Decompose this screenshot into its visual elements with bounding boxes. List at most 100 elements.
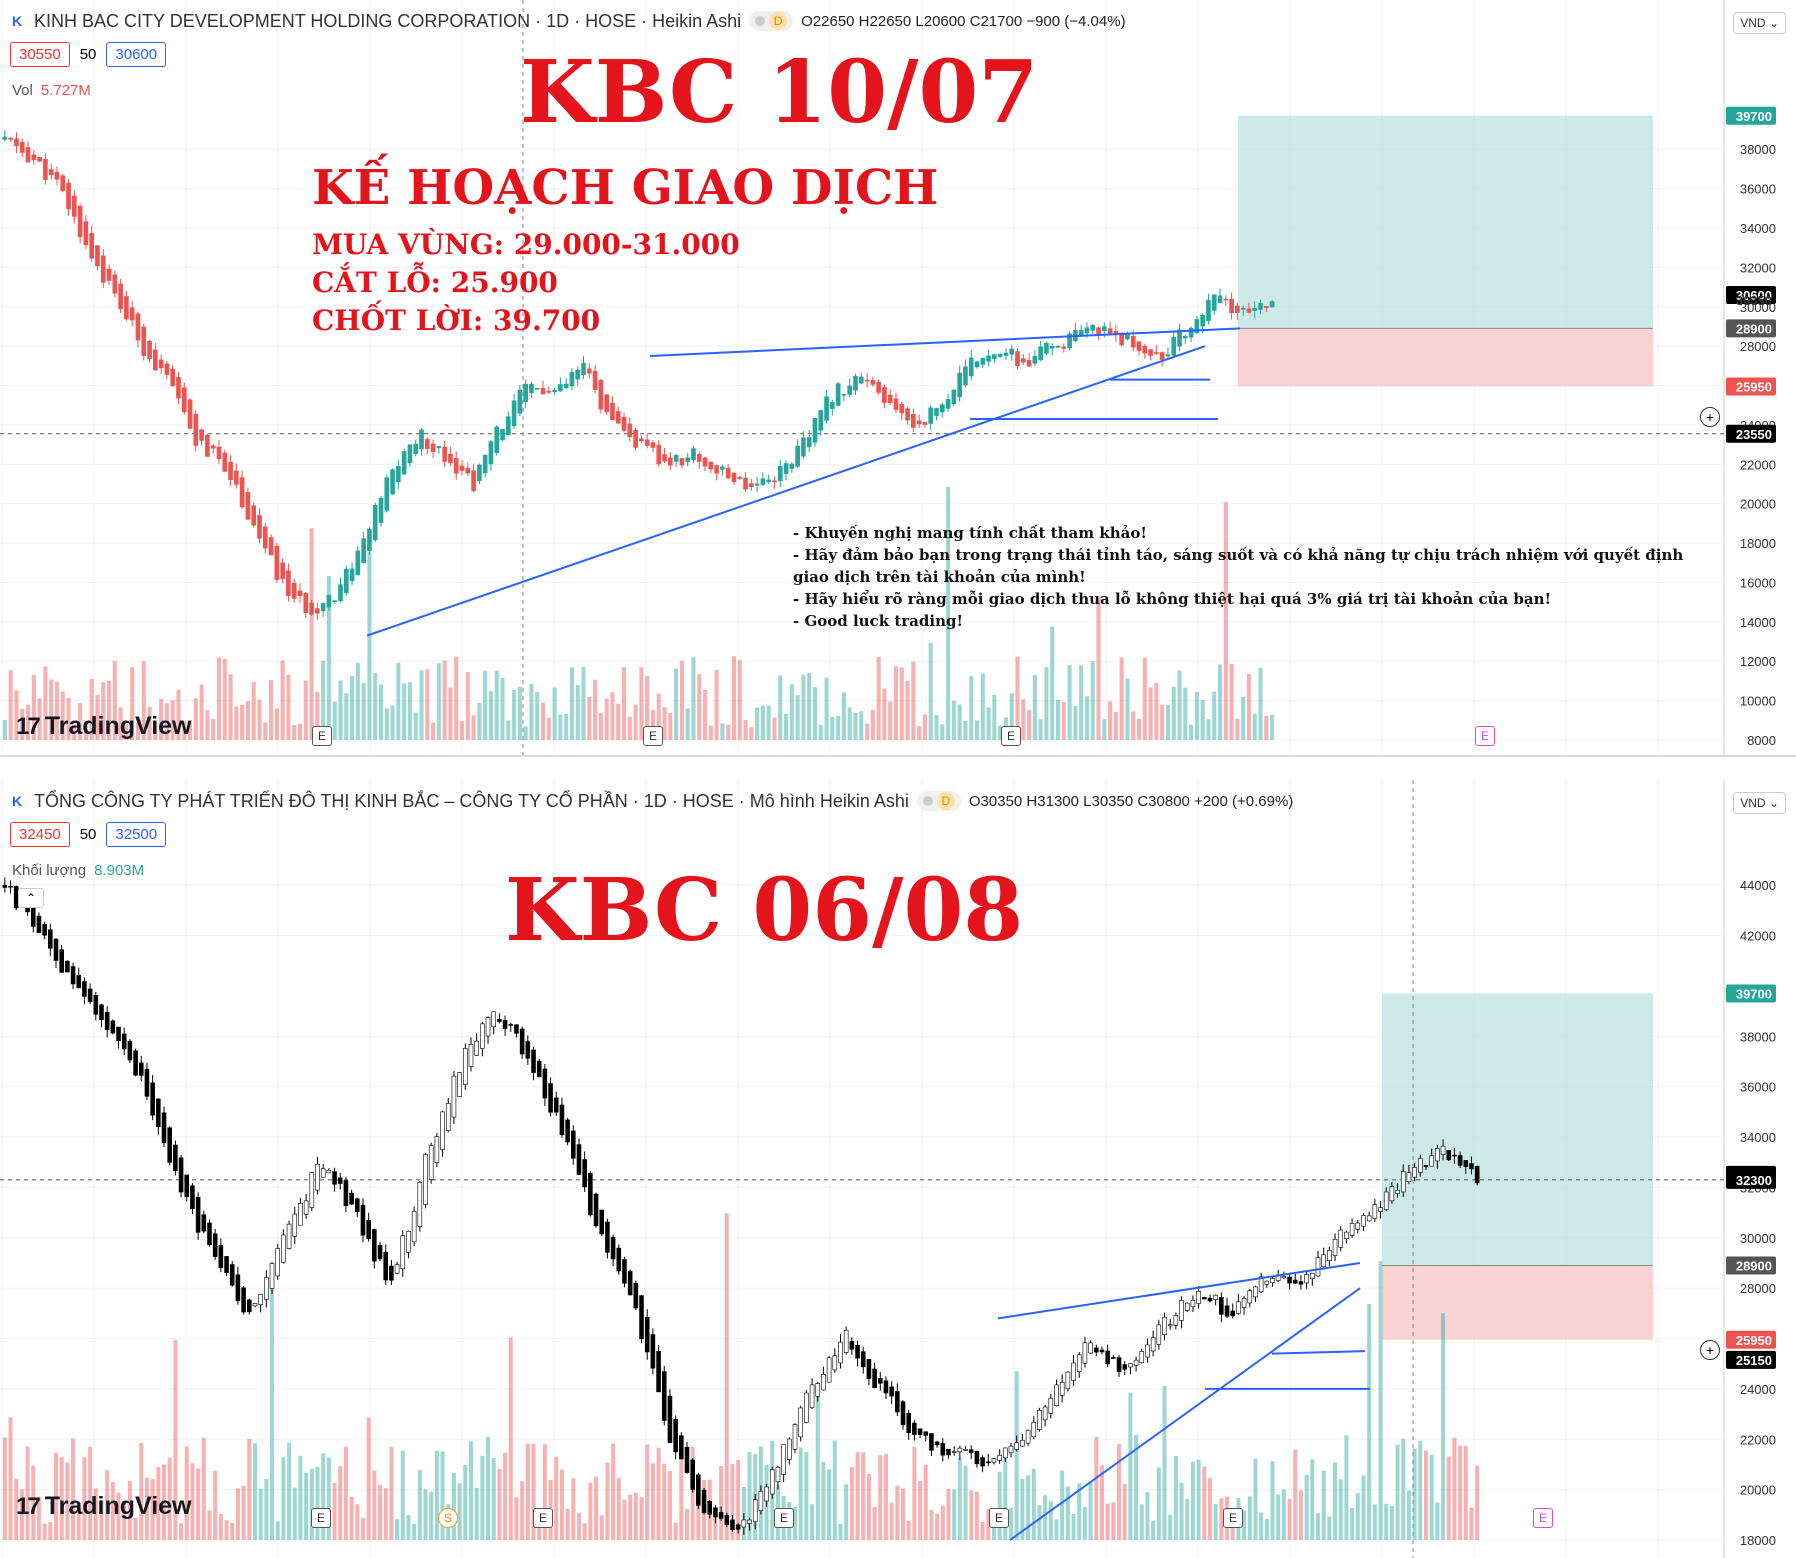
sell-price-button[interactable]: 30550 [10,42,70,67]
volume-bar [888,701,893,740]
chart-canvas-1[interactable]: 8000 10000 12000 14000 16000 18000 20000 22000 2… [0,0,1796,755]
upcoming-earnings-marker[interactable]: E [1533,1508,1553,1528]
plan-take-profit: CHỐT LỜI: 39.700 [312,304,601,337]
earnings-event-marker[interactable]: E [643,726,663,746]
volume-bar [1090,661,1095,740]
tradingview-logo[interactable]: 17 TradingView [16,712,192,741]
volume-bar [82,1457,87,1540]
volume-bar [1071,1513,1076,1540]
candle-body [1258,1276,1264,1293]
chart-canvas-2[interactable]: 1800020000220002400026000280003000032000… [0,780,1796,1558]
candle-body [916,420,922,425]
candle-body [662,454,667,462]
volume-bar [251,681,256,740]
sell-price-button[interactable]: 32450 [10,822,70,847]
candle-body [621,416,627,431]
volume-bar [274,708,279,740]
y-tick-label: 16000 [1740,575,1776,590]
collapse-legend-chevron-up-icon[interactable]: ⌃ [18,888,44,908]
earnings-event-marker[interactable]: E [312,726,332,746]
volume-bar [389,1446,394,1540]
candle-body [684,1446,690,1473]
candle-body [147,340,152,359]
volume-bar [1321,1470,1326,1540]
candle-body [394,1264,400,1274]
plan-buy-zone: MUA VÙNG: 29.000-31.000 [312,228,740,261]
volume-bar [141,661,146,740]
candle-body [1167,1324,1173,1327]
volume-bar [173,1339,178,1540]
volume-bar [1037,1505,1042,1540]
buy-price-button[interactable]: 30600 [106,42,167,67]
volume-bar [1154,682,1159,740]
symbol-title[interactable]: TỔNG CÔNG TY PHÁT TRIỂN ĐÔ THỊ KINH BẮC … [34,790,909,811]
candle-body [708,461,714,470]
volume-bar [1270,714,1275,740]
volume-bar [830,716,835,740]
stop-loss-zone [1382,1265,1653,1340]
volume-bar [474,1487,479,1540]
volume-bar [951,700,956,740]
candle-body [627,1271,633,1296]
volume-bar [760,705,765,740]
earnings-event-marker[interactable]: E [533,1508,553,1528]
earnings-event-marker[interactable]: E [989,1508,1009,1528]
volume-bar [412,1523,417,1540]
earnings-event-marker[interactable]: E [311,1508,331,1528]
volume-bar [622,1499,627,1540]
y-tick-label: 36000 [1740,182,1776,197]
candle-body [1298,1281,1304,1285]
currency-selector[interactable]: VND ⌄ [1733,12,1786,34]
tradingview-logo[interactable]: 17 TradingView [16,1492,192,1521]
volume-bar [287,1442,292,1540]
currency-selector[interactable]: VND ⌄ [1733,792,1786,814]
candle-body [514,1024,519,1034]
status-dot-icon [922,796,933,806]
upcoming-earnings-marker[interactable]: E [1475,726,1495,746]
volume-bar [974,1491,979,1540]
interval-badge[interactable]: D [916,791,961,811]
chevron-down-icon: ⌄ [1768,796,1779,810]
candle-body [246,1299,252,1313]
earnings-event-marker[interactable]: E [774,1508,794,1528]
candle-body [939,404,945,413]
volume-bar [1190,1461,1195,1540]
add-alert-plus-icon[interactable]: + [1700,1340,1720,1360]
candle-body [519,1028,525,1055]
candle-body [1130,336,1136,348]
candle-body [332,1171,337,1185]
brand-name: TradingView [44,712,192,740]
buy-price-button[interactable]: 32500 [106,822,167,847]
candle-body [821,1374,826,1391]
volume-bar [1102,719,1107,740]
volume-bar [241,1485,246,1540]
price-tag-label: 23550 [1736,427,1772,442]
trendline [649,327,1241,357]
candle-body [1107,328,1113,335]
candle-body [8,886,13,888]
candle-body [1105,1350,1110,1365]
candle-body [713,1507,718,1518]
candle-body [792,1424,798,1450]
interval-badge[interactable]: D [749,11,794,31]
split-event-marker[interactable]: S [438,1508,458,1528]
volume-bar [866,1473,871,1540]
candle-body [384,477,390,511]
candle-body [42,924,47,936]
add-alert-plus-icon[interactable]: + [1700,407,1720,427]
candle-body [210,445,216,449]
symbol-title[interactable]: KINH BAC CITY DEVELOPMENT HOLDING CORPOR… [34,10,742,31]
y-tick-label: 20000 [1740,1483,1776,1498]
volume-bar [400,1450,405,1540]
candle-body [650,1334,656,1369]
earnings-event-marker[interactable]: E [1001,726,1021,746]
volume-bar [974,720,980,740]
candle-body [546,390,552,393]
candle-body [923,1431,929,1436]
volume-bar [14,1478,19,1540]
volume-bar [540,702,546,740]
earnings-event-marker[interactable]: E [1223,1508,1243,1528]
candle-body [37,157,42,162]
candle-body [1054,1384,1059,1407]
candle-body [809,1384,815,1409]
